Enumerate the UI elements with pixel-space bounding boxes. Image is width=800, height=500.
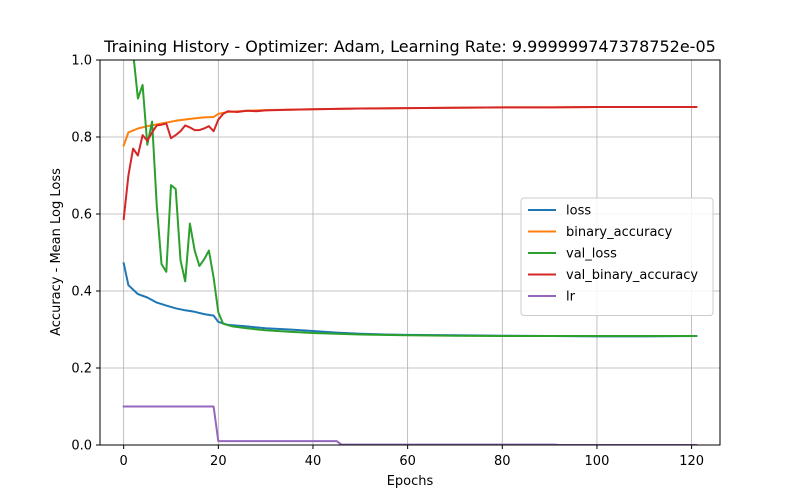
- legend: loss binary_accuracy val_loss val_binary_ac…: [520, 197, 714, 316]
- plot-frame: [99, 59, 721, 446]
- legend-label: lr: [566, 290, 576, 305]
- y-tick-label: 0.6: [71, 208, 92, 223]
- y-axis-label: Accuracy - Mean Log Loss: [49, 168, 64, 336]
- x-tick-label: 80: [494, 454, 511, 469]
- x-tick-label: 40: [305, 454, 322, 469]
- series-layer: [122, 60, 698, 445]
- x-tick-label: 100: [585, 454, 610, 469]
- legend-label: binary_accuracy: [566, 225, 673, 240]
- x-axis-label: Epochs: [387, 474, 434, 489]
- x-tick-label: 0: [120, 454, 128, 469]
- y-tick-label: 0.0: [71, 439, 92, 454]
- chart-title: Training History - Optimizer: Adam, Lear…: [103, 37, 716, 56]
- x-tick-label: 60: [399, 454, 416, 469]
- legend-box: [520, 197, 714, 316]
- y-tick-label: 0.8: [71, 131, 92, 146]
- y-tick-label: 0.4: [71, 285, 92, 300]
- x-tick-label: 20: [210, 454, 227, 469]
- axis-ticks: 0 20 40 60 80 100 120 0.0 0.2 0.4 0.6 0.8 1.0: [71, 54, 704, 470]
- series-line-val-loss: [132, 60, 698, 337]
- legend-label: val_loss: [566, 247, 617, 262]
- x-tick-label: 120: [679, 454, 704, 469]
- legend-label: loss: [566, 204, 591, 219]
- legend-label: val_binary_accuracy: [566, 268, 698, 283]
- y-tick-label: 0.2: [71, 362, 92, 377]
- y-tick-label: 1.0: [71, 54, 92, 69]
- series-line-val-binary-accuracy: [122, 106, 698, 221]
